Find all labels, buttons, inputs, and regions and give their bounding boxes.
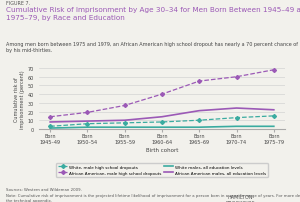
Text: Note: Cumulative risk of imprisonment is the projected lifetime likelihood of im: Note: Cumulative risk of imprisonment is… [6, 194, 300, 202]
Text: Sources: Western and Wildeman 2009.: Sources: Western and Wildeman 2009. [6, 187, 82, 191]
Text: Among men born between 1975 and 1979, an African American high school dropout ha: Among men born between 1975 and 1979, an… [6, 41, 300, 53]
X-axis label: Birth cohort: Birth cohort [146, 147, 178, 152]
Legend: White, male high school dropouts, African American, male high school dropouts, W: White, male high school dropouts, Africa… [56, 163, 268, 177]
Y-axis label: Cumulative risk of
imprisonment (percent): Cumulative risk of imprisonment (percent… [14, 70, 25, 128]
Text: FIGURE 7.: FIGURE 7. [6, 1, 30, 6]
Text: HAMILTON
BROOKINGS: HAMILTON BROOKINGS [225, 194, 255, 202]
Text: Cumulative Risk of Imprisonment by Age 30–34 for Men Born Between 1945–49 and
19: Cumulative Risk of Imprisonment by Age 3… [6, 7, 300, 21]
